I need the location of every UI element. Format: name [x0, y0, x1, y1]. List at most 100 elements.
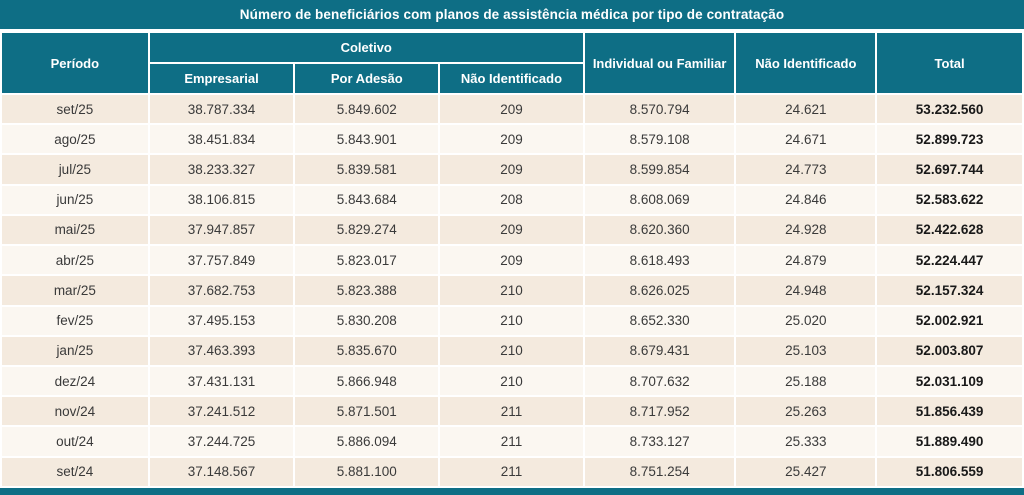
period-cell: nov/24 [0, 395, 150, 428]
table-row: set/25 38.787.334 5.849.602 209 8.570.794 24.… [0, 92, 1024, 126]
value-cell: 5.881.100 [293, 455, 441, 489]
col-header-por-adesao: Por Adesão [293, 62, 441, 95]
value-cell: 5.829.274 [293, 213, 441, 247]
value-cell: 209 [438, 153, 585, 186]
value-cell: 25.333 [734, 425, 878, 458]
col-header-periodo: Período [0, 31, 150, 95]
value-cell: 5.823.388 [293, 274, 441, 307]
value-cell: 8.620.360 [582, 213, 737, 247]
total-cell: 51.806.559 [875, 455, 1024, 489]
value-cell: 209 [438, 123, 585, 156]
total-cell: 52.003.807 [875, 334, 1024, 367]
value-cell: 24.671 [734, 123, 878, 156]
value-cell: 37.947.857 [147, 213, 296, 247]
value-cell: 8.751.254 [582, 455, 737, 489]
period-cell: jul/25 [0, 153, 150, 186]
value-cell: 38.233.327 [147, 153, 296, 186]
total-cell: 52.157.324 [875, 274, 1024, 307]
table-title: Número de beneficiários com planos de as… [0, 0, 1024, 31]
data-table: Período Coletivo Individual ou Familiar … [0, 31, 1024, 489]
value-cell: 38.787.334 [147, 92, 296, 126]
period-cell: set/24 [0, 455, 150, 489]
period-cell: mar/25 [0, 274, 150, 307]
period-cell: abr/25 [0, 244, 150, 277]
value-cell: 8.570.794 [582, 92, 737, 126]
table-row: abr/25 37.757.849 5.823.017 209 8.618.493 24.… [0, 244, 1024, 277]
total-cell: 52.697.744 [875, 153, 1024, 186]
value-cell: 5.823.017 [293, 244, 441, 277]
value-cell: 25.020 [734, 304, 878, 337]
value-cell: 24.879 [734, 244, 878, 277]
value-cell: 8.608.069 [582, 183, 737, 216]
value-cell: 8.733.127 [582, 425, 737, 458]
period-cell: fev/25 [0, 304, 150, 337]
table-row: mai/25 37.947.857 5.829.274 209 8.620.360 24.… [0, 213, 1024, 247]
period-cell: jan/25 [0, 334, 150, 367]
col-header-empresarial: Empresarial [147, 62, 296, 95]
total-cell: 52.899.723 [875, 123, 1024, 156]
value-cell: 5.843.901 [293, 123, 441, 156]
table-row: nov/24 37.241.512 5.871.501 211 8.717.952 25.… [0, 395, 1024, 428]
value-cell: 8.717.952 [582, 395, 737, 428]
value-cell: 38.106.815 [147, 183, 296, 216]
table-body: set/25 38.787.334 5.849.602 209 8.570.794 24.… [0, 92, 1024, 489]
value-cell: 209 [438, 244, 585, 277]
col-header-nao-identificado: Não Identificado [734, 31, 878, 95]
value-cell: 209 [438, 92, 585, 126]
value-cell: 37.244.725 [147, 425, 296, 458]
total-cell: 51.856.439 [875, 395, 1024, 428]
value-cell: 8.599.854 [582, 153, 737, 186]
value-cell: 8.626.025 [582, 274, 737, 307]
value-cell: 37.148.567 [147, 455, 296, 489]
total-cell: 52.224.447 [875, 244, 1024, 277]
value-cell: 8.579.108 [582, 123, 737, 156]
col-header-individual-familiar: Individual ou Familiar [582, 31, 737, 95]
period-cell: mai/25 [0, 213, 150, 247]
total-cell: 52.583.622 [875, 183, 1024, 216]
table-row: fev/25 37.495.153 5.830.208 210 8.652.330 25.… [0, 304, 1024, 337]
total-cell: 52.422.628 [875, 213, 1024, 247]
value-cell: 211 [438, 455, 585, 489]
value-cell: 24.621 [734, 92, 878, 126]
table-row: mar/25 37.682.753 5.823.388 210 8.626.025 24.… [0, 274, 1024, 307]
period-cell: out/24 [0, 425, 150, 458]
value-cell: 5.835.670 [293, 334, 441, 367]
period-cell: set/25 [0, 92, 150, 126]
value-cell: 25.427 [734, 455, 878, 489]
value-cell: 37.682.753 [147, 274, 296, 307]
value-cell: 8.679.431 [582, 334, 737, 367]
value-cell: 208 [438, 183, 585, 216]
value-cell: 24.846 [734, 183, 878, 216]
total-cell: 51.889.490 [875, 425, 1024, 458]
table-row: jan/25 37.463.393 5.835.670 210 8.679.431 25.… [0, 334, 1024, 367]
table-row: jul/25 38.233.327 5.839.581 209 8.599.854 24.… [0, 153, 1024, 186]
value-cell: 209 [438, 213, 585, 247]
col-header-total: Total [875, 31, 1024, 95]
value-cell: 37.431.131 [147, 364, 296, 398]
value-cell: 37.757.849 [147, 244, 296, 277]
value-cell: 210 [438, 304, 585, 337]
value-cell: 37.241.512 [147, 395, 296, 428]
value-cell: 5.871.501 [293, 395, 441, 428]
value-cell: 8.707.632 [582, 364, 737, 398]
value-cell: 211 [438, 395, 585, 428]
table-row: dez/24 37.431.131 5.866.948 210 8.707.632 25.… [0, 364, 1024, 398]
value-cell: 25.263 [734, 395, 878, 428]
col-header-coletivo: Coletivo [147, 31, 585, 64]
value-cell: 5.866.948 [293, 364, 441, 398]
table-header: Período Coletivo Individual ou Familiar … [0, 31, 1024, 95]
value-cell: 8.618.493 [582, 244, 737, 277]
value-cell: 210 [438, 364, 585, 398]
total-cell: 52.002.921 [875, 304, 1024, 337]
value-cell: 210 [438, 274, 585, 307]
value-cell: 37.495.153 [147, 304, 296, 337]
value-cell: 24.928 [734, 213, 878, 247]
table-row: ago/25 38.451.834 5.843.901 209 8.579.108 24.… [0, 123, 1024, 156]
value-cell: 24.773 [734, 153, 878, 186]
value-cell: 5.830.208 [293, 304, 441, 337]
value-cell: 211 [438, 425, 585, 458]
total-cell: 53.232.560 [875, 92, 1024, 126]
value-cell: 24.948 [734, 274, 878, 307]
period-cell: ago/25 [0, 123, 150, 156]
